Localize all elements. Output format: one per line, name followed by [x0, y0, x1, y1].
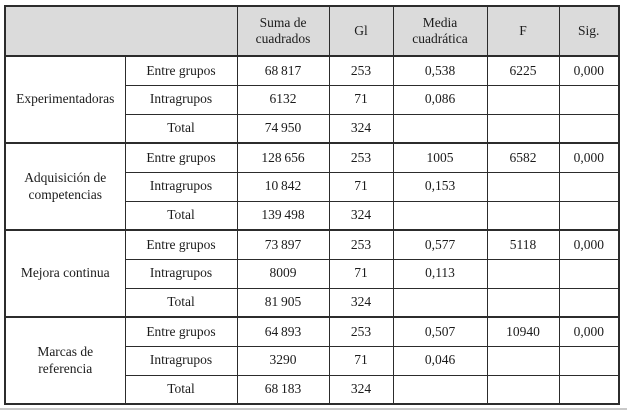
group-label-marcas: Marcas de referencia — [4, 316, 126, 405]
cell-sig: 0,000 — [558, 55, 620, 86]
cell-suma: 6132 — [236, 84, 330, 115]
cell-media: 0,113 — [392, 258, 488, 289]
header-row: Suma de cuadrados Gl Media cuadrática F … — [4, 5, 620, 57]
row-label: Entre grupos — [124, 142, 238, 173]
cell-media: 0,577 — [392, 229, 488, 260]
cell-sig: 0,000 — [558, 142, 620, 173]
column-header-suma: Suma de cuadrados — [236, 5, 330, 57]
column-header-gl: Gl — [328, 5, 394, 57]
row-label: Total — [124, 374, 238, 405]
cell-suma: 73 897 — [236, 229, 330, 260]
row-label: Total — [124, 200, 238, 231]
cell-gl: 253 — [328, 316, 394, 347]
cell-f — [486, 345, 560, 376]
cell-f: 5118 — [486, 229, 560, 260]
cell-gl: 324 — [328, 287, 394, 318]
cell-suma: 128 656 — [236, 142, 330, 173]
cell-f — [486, 258, 560, 289]
cell-f — [486, 200, 560, 231]
cell-sig — [558, 84, 620, 115]
cell-media: 0,086 — [392, 84, 488, 115]
cell-gl: 324 — [328, 113, 394, 144]
cell-sig — [558, 171, 620, 202]
cell-sig: 0,000 — [558, 316, 620, 347]
cell-f: 6582 — [486, 142, 560, 173]
table-row: Adquisición de competencias Entre grupos… — [4, 142, 620, 231]
cell-f — [486, 84, 560, 115]
cell-suma: 68 817 — [236, 55, 330, 86]
corner-cell — [4, 5, 238, 57]
table-row: Intragrupos 8009 71 0,113 — [5, 258, 620, 289]
cell-media: 1005 — [392, 142, 488, 173]
cell-media — [392, 374, 488, 405]
column-header-f: F — [486, 5, 560, 57]
cell-f: 6225 — [486, 55, 560, 86]
table-row: Mejora continua Entre grupos 73 897 253 … — [4, 229, 620, 318]
row-label: Total — [124, 113, 238, 144]
cell-suma: 81 905 — [236, 287, 330, 318]
row-label: Total — [124, 287, 238, 318]
cell-suma: 8009 — [236, 258, 330, 289]
row-label: Entre grupos — [124, 316, 238, 347]
cell-media: 0,153 — [392, 171, 488, 202]
table-row: Intragrupos 6132 71 0,086 — [5, 84, 620, 115]
anova-table: Suma de cuadrados Gl Media cuadrática F … — [4, 5, 620, 405]
row-label: Entre grupos — [124, 55, 238, 86]
cell-suma: 139 498 — [236, 200, 330, 231]
cell-suma: 68 183 — [236, 374, 330, 405]
table-row: Intragrupos 10 842 71 0,153 — [5, 171, 620, 202]
row-label: Entre grupos — [124, 229, 238, 260]
cell-suma: 10 842 — [236, 171, 330, 202]
cell-sig — [558, 113, 620, 144]
cell-media: 0,046 — [392, 345, 488, 376]
cell-sig — [558, 287, 620, 318]
cell-media — [392, 200, 488, 231]
table-row: Marcas de referencia Entre grupos 64 893… — [4, 316, 620, 405]
cell-f: 10940 — [486, 316, 560, 347]
anova-table-wrap: Suma de cuadrados Gl Media cuadrática F … — [4, 5, 620, 405]
table-bottom-shadow-line — [0, 408, 627, 410]
column-header-sig: Sig. — [558, 5, 620, 57]
group-label-experimentadoras: Experimentadoras — [4, 55, 126, 144]
group-label-adquisicion: Adquisición de competencias — [4, 142, 126, 231]
cell-sig: 0,000 — [558, 229, 620, 260]
cell-gl: 324 — [328, 374, 394, 405]
cell-sig — [558, 258, 620, 289]
cell-gl: 324 — [328, 200, 394, 231]
table-row: Experimentadoras Entre grupos 68 817 253… — [4, 55, 620, 144]
cell-f — [486, 287, 560, 318]
row-label: Intragrupos — [124, 171, 238, 202]
cell-suma: 64 893 — [236, 316, 330, 347]
cell-media — [392, 287, 488, 318]
cell-suma: 74 950 — [236, 113, 330, 144]
cell-sig — [558, 345, 620, 376]
cell-f — [486, 113, 560, 144]
cell-gl: 71 — [328, 345, 394, 376]
cell-gl: 71 — [328, 258, 394, 289]
cell-gl: 253 — [328, 229, 394, 260]
row-label: Intragrupos — [124, 258, 238, 289]
table-row: Intragrupos 3290 71 0,046 — [5, 345, 620, 376]
cell-gl: 253 — [328, 142, 394, 173]
row-label: Intragrupos — [124, 345, 238, 376]
cell-sig — [558, 374, 620, 405]
cell-gl: 71 — [328, 84, 394, 115]
cell-media: 0,507 — [392, 316, 488, 347]
row-label: Intragrupos — [124, 84, 238, 115]
group-label-mejora: Mejora continua — [4, 229, 126, 318]
cell-suma: 3290 — [236, 345, 330, 376]
cell-gl: 253 — [328, 55, 394, 86]
cell-f — [486, 171, 560, 202]
cell-sig — [558, 200, 620, 231]
cell-f — [486, 374, 560, 405]
table-row: Total 68 183 324 — [5, 374, 620, 405]
cell-gl: 71 — [328, 171, 394, 202]
cell-media: 0,538 — [392, 55, 488, 86]
cell-media — [392, 113, 488, 144]
column-header-media: Media cuadrática — [392, 5, 488, 57]
table-row: Total 81 905 324 — [5, 287, 620, 318]
